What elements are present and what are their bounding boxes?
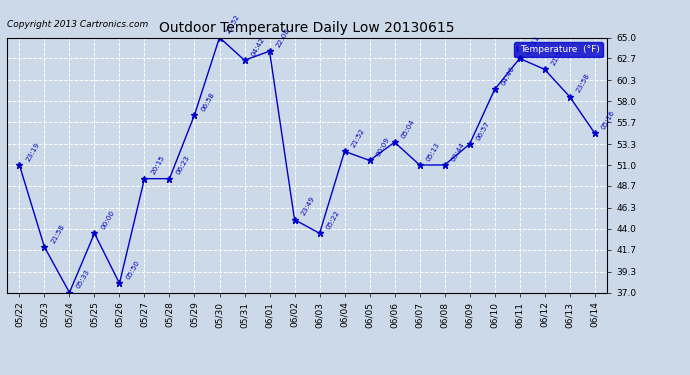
- Text: 20:15: 20:15: [150, 155, 166, 176]
- Text: 21:56: 21:56: [550, 45, 566, 67]
- Text: 04:42: 04:42: [250, 36, 266, 57]
- Text: 06:58: 06:58: [200, 91, 216, 112]
- Text: 23:19: 23:19: [25, 141, 41, 162]
- Text: 05:04: 05:04: [400, 118, 416, 140]
- Text: 05:33: 05:33: [75, 268, 90, 290]
- Text: 00:09: 00:09: [375, 136, 391, 158]
- Text: 05:50: 05:50: [125, 260, 141, 280]
- Text: 23:58: 23:58: [575, 73, 591, 94]
- Text: 05:22: 05:22: [325, 209, 341, 231]
- Text: 05:13: 05:13: [425, 141, 441, 162]
- Text: 05:16: 05:16: [600, 109, 616, 130]
- Text: 21:52: 21:52: [350, 128, 366, 148]
- Text: 06:57: 06:57: [475, 120, 491, 141]
- Title: Outdoor Temperature Daily Low 20130615: Outdoor Temperature Daily Low 20130615: [159, 21, 455, 35]
- Text: 21:58: 21:58: [50, 223, 66, 244]
- Text: 06:23: 06:23: [175, 155, 190, 176]
- Text: Copyright 2013 Cartronics.com: Copyright 2013 Cartronics.com: [7, 20, 148, 28]
- Text: 00:11: 00:11: [525, 34, 541, 56]
- Text: 04:40: 04:40: [500, 66, 516, 87]
- Text: 22:08: 22:08: [275, 27, 290, 48]
- Text: 03:44: 03:44: [450, 141, 466, 162]
- Text: 23:52: 23:52: [225, 13, 241, 35]
- Legend: Temperature  (°F): Temperature (°F): [514, 42, 602, 57]
- Text: 23:49: 23:49: [300, 196, 316, 217]
- Text: 00:00: 00:00: [100, 209, 116, 231]
